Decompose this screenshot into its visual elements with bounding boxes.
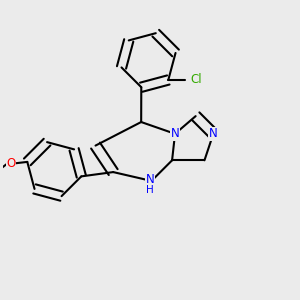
Text: O: O bbox=[7, 157, 16, 170]
Text: N: N bbox=[171, 127, 179, 140]
Text: N: N bbox=[146, 173, 154, 186]
Text: N: N bbox=[209, 127, 218, 140]
Text: H: H bbox=[146, 185, 154, 195]
Text: Cl: Cl bbox=[190, 74, 202, 86]
